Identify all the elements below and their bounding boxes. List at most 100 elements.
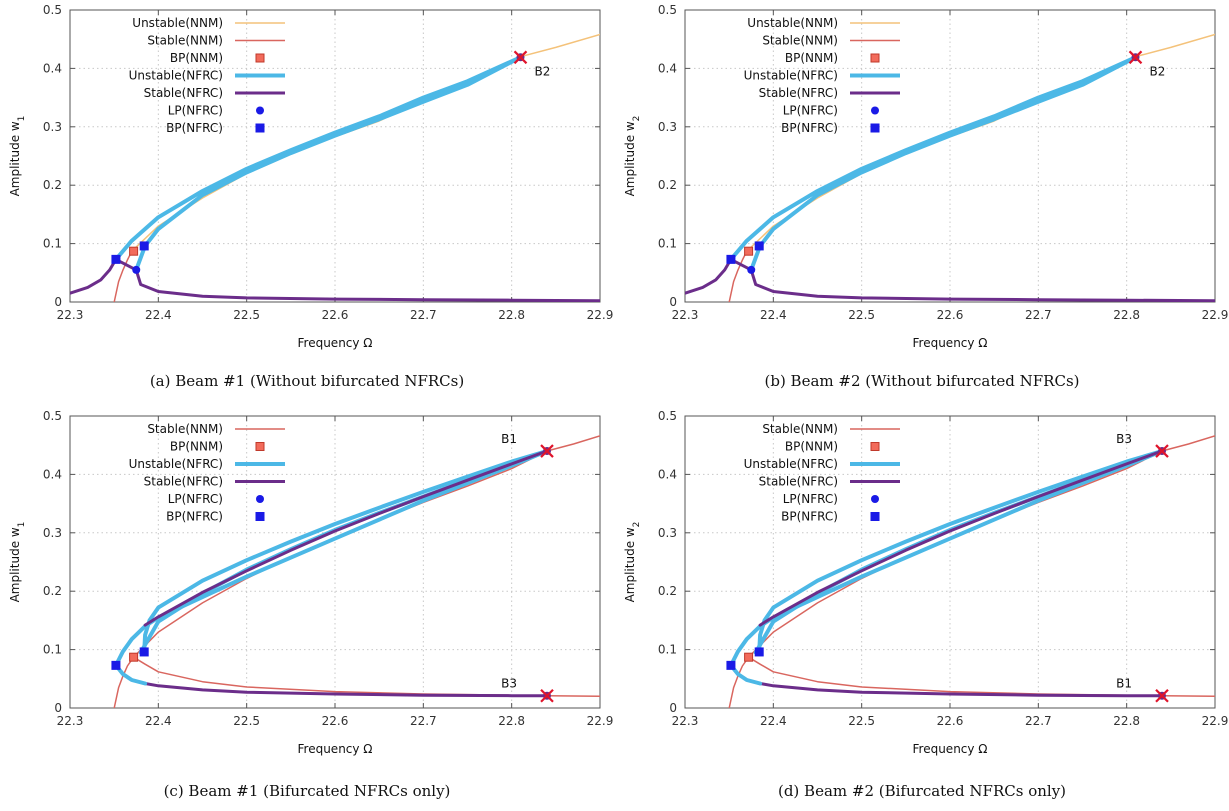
series-point-square <box>744 246 754 256</box>
y-tick-label: 0.3 <box>43 120 62 134</box>
series-point-circle <box>132 265 141 274</box>
series-point-square <box>129 246 139 256</box>
x-tick-label: 22.6 <box>937 714 964 728</box>
chart-panel-d: 22.3 22.4 22.5 22.6 22.7 22.8 22.9 0 0.1 0.2 0.3 0.… <box>615 406 1229 811</box>
x-tick-label: 22.7 <box>410 714 437 728</box>
legend-label: LP(NFRC) <box>168 492 223 506</box>
legend-swatch-circle <box>871 495 879 503</box>
legend-label: Unstable(NNM) <box>132 16 223 30</box>
x-tick-label: 22.4 <box>760 308 787 322</box>
y-tick-label: 0 <box>669 295 677 309</box>
y-tick-label: 0.4 <box>658 61 677 75</box>
legend-label: Unstable(NFRC) <box>129 457 223 471</box>
chart-caption-d: (d) Beam #2 (Bifurcated NFRCs only) <box>777 782 1067 800</box>
legend-label: BP(NNM) <box>170 51 223 65</box>
chart-svg-c: 22.3 22.4 22.5 22.6 22.7 22.8 22.9 0 0.1 0.2 0.3 0.… <box>8 409 613 756</box>
legend-label: Unstable(NNM) <box>747 16 838 30</box>
legend-swatch-square <box>255 512 265 521</box>
y-tick-label: 0.4 <box>43 61 62 75</box>
y-tick-label: 0.2 <box>43 178 62 192</box>
y-tick-label: 0.3 <box>43 526 62 540</box>
x-tick-label: 22.5 <box>848 308 875 322</box>
y-tick-label: 0.1 <box>43 643 62 657</box>
series-line <box>746 33 1215 252</box>
y-tick-label: 0.2 <box>658 178 677 192</box>
legend-label: Stable(NFRC) <box>759 475 838 489</box>
x-axis-label: Frequency Ω <box>913 742 988 756</box>
plot-frame <box>69 9 601 303</box>
chart-caption-c: (c) Beam #1 (Bifurcated NFRCs only) <box>163 782 451 800</box>
legend-label: Stable(NNM) <box>147 34 223 48</box>
bifurcation-marker: B3 <box>1116 432 1169 458</box>
legend-label: BP(NNM) <box>785 51 838 65</box>
legend-label: Stable(NFRC) <box>144 86 223 100</box>
series-line <box>142 449 549 654</box>
x-tick-label: 22.5 <box>233 308 260 322</box>
y-tick-label: 0.2 <box>43 584 62 598</box>
legend-swatch-square <box>870 512 880 521</box>
series-line <box>758 682 1164 698</box>
legend-label: LP(NFRC) <box>168 104 223 118</box>
y-axis-label-subscript: 2 <box>632 522 642 528</box>
x-tick-label: 22.3 <box>672 714 699 728</box>
legend-swatch-circle <box>256 495 264 503</box>
plot-frame <box>69 415 601 709</box>
legend: Unstable(NNM) Stable(NNM) BP(NNM) Unstable(… <box>744 16 900 135</box>
chart-svg-d: 22.3 22.4 22.5 22.6 22.7 22.8 22.9 0 0.1 0.2 0.3 0.… <box>623 409 1229 756</box>
y-tick-label: 0.1 <box>658 643 677 657</box>
bifurcation-marker: B2 <box>513 50 550 78</box>
y-tick-label: 0 <box>54 295 62 309</box>
x-tick-label: 22.7 <box>410 308 437 322</box>
bifurcation-marker: B1 <box>1116 677 1169 703</box>
chart-panel-b: 22.3 22.4 22.5 22.6 22.7 22.8 22.9 0 0.1 0.2 0.3 0.… <box>615 0 1229 405</box>
legend-label: Stable(NFRC) <box>759 86 838 100</box>
legend-label: Unstable(NFRC) <box>744 457 838 471</box>
marker-cross <box>1155 444 1169 458</box>
series-line <box>143 682 549 698</box>
legend-label: BP(NNM) <box>785 440 838 454</box>
legend-label: BP(NFRC) <box>166 510 223 524</box>
bifurcation-marker: B3 <box>501 677 554 703</box>
x-tick-label: 22.4 <box>760 714 787 728</box>
marker-label: B2 <box>1150 64 1166 78</box>
plot-frame <box>684 415 1216 709</box>
series-point-circle <box>747 265 756 274</box>
bifurcation-marker: B2 <box>1128 50 1166 78</box>
series-point-square <box>129 652 139 662</box>
series-point-square <box>139 241 149 251</box>
legend: Stable(NNM) BP(NNM) Unstable(NFRC) Stable(N… <box>744 422 900 524</box>
series-point-square <box>111 254 121 264</box>
series-line <box>728 250 748 302</box>
x-tick-label: 22.6 <box>322 714 349 728</box>
plot-area <box>728 435 1215 708</box>
y-axis-label: Amplitude w1 <box>8 522 27 603</box>
series-point-square <box>754 647 764 657</box>
legend-label: Unstable(NFRC) <box>129 69 223 83</box>
y-tick-label: 0.3 <box>658 120 677 134</box>
series-point-square <box>139 647 149 657</box>
legend-swatch-square <box>870 442 880 451</box>
legend-label: Stable(NFRC) <box>144 475 223 489</box>
legend-label: BP(NFRC) <box>781 510 838 524</box>
x-tick-label: 22.8 <box>498 714 525 728</box>
series-line <box>758 449 1164 627</box>
series-line <box>757 449 1164 654</box>
legend-swatch-circle <box>256 106 264 115</box>
x-tick-label: 22.4 <box>145 714 172 728</box>
chart-svg-b: 22.3 22.4 22.5 22.6 22.7 22.8 22.9 0 0.1 0.2 0.3 0.… <box>623 3 1228 350</box>
marker-label: B3 <box>1116 432 1132 446</box>
marker-cross <box>540 444 554 458</box>
x-tick-label: 22.3 <box>57 714 84 728</box>
x-tick-label: 22.4 <box>145 308 172 322</box>
legend-label: BP(NFRC) <box>166 121 223 135</box>
legend-swatch-square <box>255 123 265 133</box>
y-tick-label: 0.1 <box>658 237 677 251</box>
legend-label: LP(NFRC) <box>783 492 838 506</box>
marker-cross <box>1128 50 1143 65</box>
series-line <box>113 250 133 302</box>
x-tick-label: 22.7 <box>1025 308 1052 322</box>
x-tick-label: 22.9 <box>1202 714 1229 728</box>
y-tick-label: 0 <box>669 701 677 715</box>
series-line <box>728 449 1164 668</box>
chart-caption-b: (b) Beam #2 (Without bifurcated NFRCs) <box>764 372 1080 390</box>
